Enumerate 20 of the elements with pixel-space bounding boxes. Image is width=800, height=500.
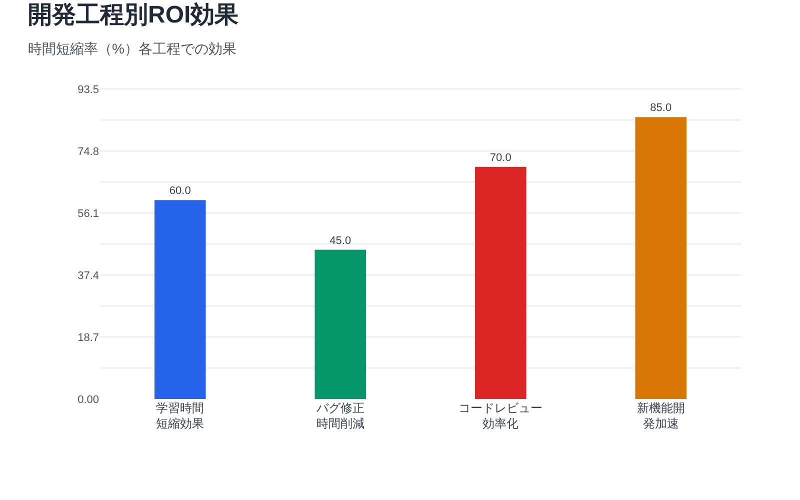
- bar: [635, 117, 687, 399]
- y-tick-label: 18.7: [78, 332, 99, 344]
- x-tick-label: バグ修正時間削減: [315, 401, 364, 431]
- chart-subtitle: 時間短縮率（%）各工程での効果: [28, 40, 236, 57]
- x-tick-label: コードレビュー効率化: [458, 401, 543, 431]
- y-tick-label: 0.00: [78, 394, 99, 406]
- data-label: 60.0: [169, 185, 191, 198]
- data-label: 85.0: [650, 102, 672, 114]
- x-tick-label: 新機能開発加速: [636, 401, 685, 431]
- data-label: 45.0: [330, 234, 352, 247]
- y-tick-label: 74.8: [78, 146, 99, 158]
- chart-title: 開発工程別ROI効果: [28, 2, 239, 28]
- x-tick-label: 学習時間短縮効果: [156, 401, 204, 431]
- bar: [314, 250, 366, 399]
- bar: [154, 200, 206, 399]
- bar: [474, 166, 526, 399]
- y-tick-label: 56.1: [78, 208, 99, 220]
- data-label: 70.0: [490, 152, 512, 164]
- y-tick-label: 37.4: [78, 270, 99, 282]
- y-tick-label: 93.5: [78, 84, 99, 96]
